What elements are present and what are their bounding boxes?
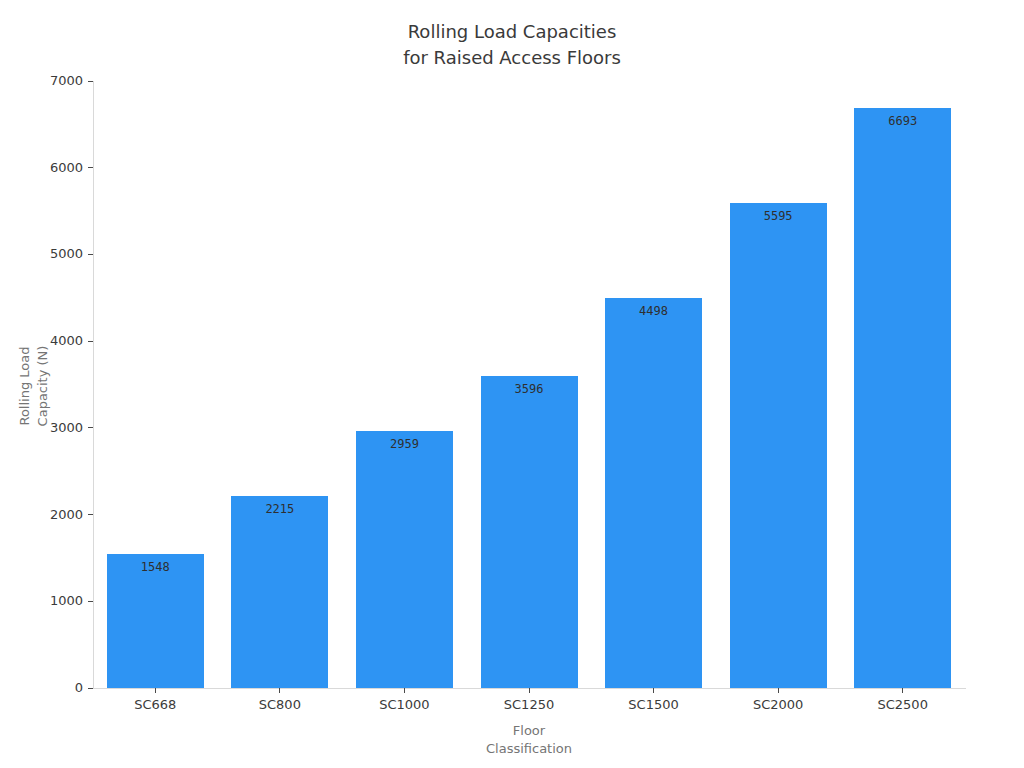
plot-area: 0 1000 2000 3000 4000 5000 6000 7000 1548 SC668 22…: [0, 0, 1024, 768]
x-axis-title: Floor Classification: [93, 722, 965, 758]
x-tick-label: SC1500: [594, 697, 714, 713]
bar-value-label: 4498: [605, 304, 702, 318]
y-tick-label: 6000: [0, 160, 83, 176]
bar: [854, 108, 951, 688]
y-tick-mark: [88, 427, 93, 428]
x-tick-mark: [778, 688, 779, 693]
y-tick-mark: [88, 688, 93, 689]
bar: [356, 431, 453, 688]
bar-value-label: 2215: [231, 502, 328, 516]
x-axis-title-line1: Floor: [93, 722, 965, 740]
x-axis-title-line2: Classification: [93, 740, 965, 758]
y-tick-mark: [88, 601, 93, 602]
y-tick-label: 5000: [0, 246, 83, 262]
x-tick-label: SC1250: [469, 697, 589, 713]
y-tick-mark: [88, 514, 93, 515]
x-tick-label: SC2000: [718, 697, 838, 713]
x-tick-mark: [155, 688, 156, 693]
bar: [730, 203, 827, 688]
y-tick-mark: [88, 81, 93, 82]
x-tick-mark: [404, 688, 405, 693]
chart-canvas: Rolling Load Capacities for Raised Acces…: [0, 0, 1024, 768]
x-tick-mark: [279, 688, 280, 693]
bar: [231, 496, 328, 688]
y-tick-label: 3000: [0, 420, 83, 436]
y-tick-label: 7000: [0, 73, 83, 89]
y-tick-label: 4000: [0, 333, 83, 349]
x-tick-mark: [529, 688, 530, 693]
bar: [481, 376, 578, 688]
y-tick-mark: [88, 167, 93, 168]
bar: [605, 298, 702, 688]
x-tick-mark: [902, 688, 903, 693]
y-tick-mark: [88, 341, 93, 342]
x-tick-mark: [653, 688, 654, 693]
y-tick-mark: [88, 254, 93, 255]
bar-value-label: 5595: [730, 209, 827, 223]
x-tick-label: SC668: [95, 697, 215, 713]
y-tick-label: 1000: [0, 593, 83, 609]
bar-value-label: 2959: [356, 437, 453, 451]
x-tick-label: SC800: [220, 697, 340, 713]
y-tick-label: 0: [0, 680, 83, 696]
bar-value-label: 1548: [107, 560, 204, 574]
x-tick-label: SC2500: [843, 697, 963, 713]
bar-value-label: 6693: [854, 114, 951, 128]
y-tick-label: 2000: [0, 507, 83, 523]
bar-value-label: 3596: [481, 382, 578, 396]
x-tick-label: SC1000: [344, 697, 464, 713]
bar: [107, 554, 204, 688]
